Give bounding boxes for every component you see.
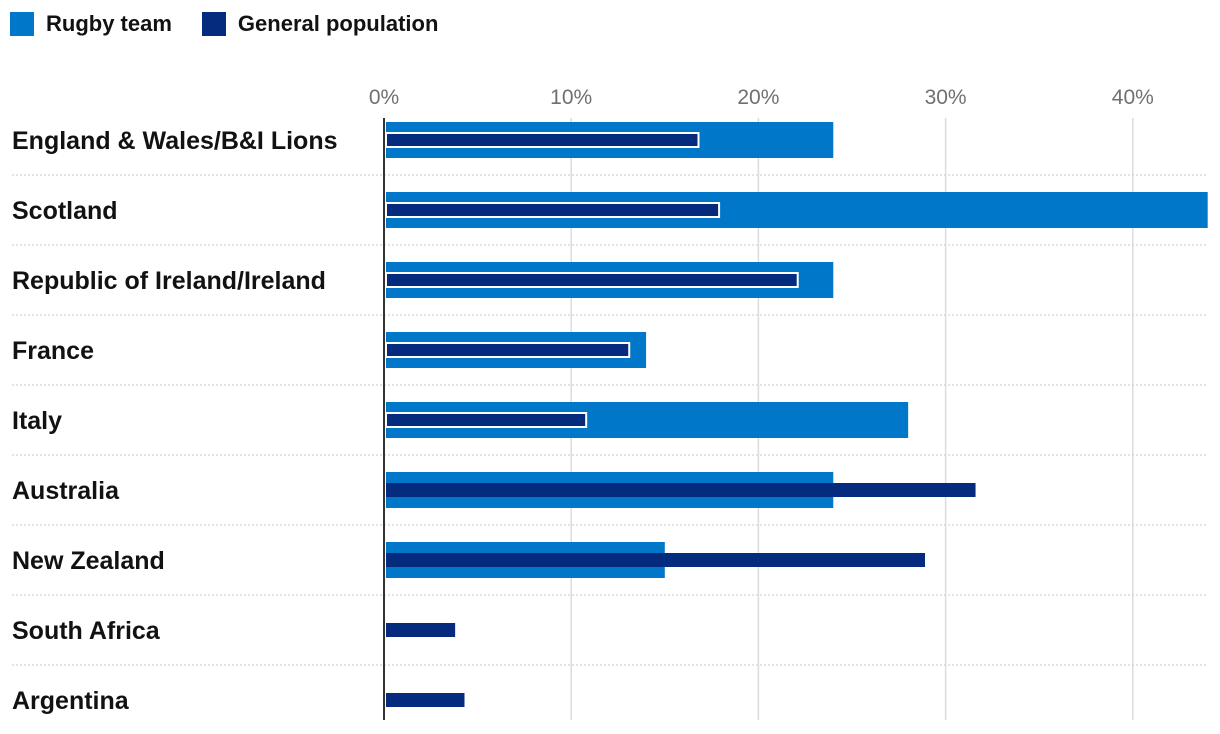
- tick-label-10: 10%: [550, 86, 592, 109]
- legend-item-general-population: General population: [201, 11, 439, 37]
- category-label-south-africa: South Africa: [12, 617, 161, 645]
- bar-general-population-australia: [386, 483, 976, 497]
- legend-swatch-rugby-team: [10, 12, 34, 36]
- bar-general-population-south-africa: [386, 623, 456, 637]
- bar-general-population-france: [385, 342, 631, 358]
- category-label-australia: Australia: [12, 477, 120, 505]
- category-label-england-wales-b-i-lions: England & Wales/B&I Lions: [12, 127, 338, 155]
- tick-label-40: 40%: [1112, 86, 1154, 109]
- category-label-republic-of-ireland-ireland: Republic of Ireland/Ireland: [12, 267, 326, 295]
- legend-label-rugby-team: Rugby team: [46, 11, 172, 36]
- legend-item-rugby-team: Rugby team: [10, 11, 172, 37]
- category-label-argentina: Argentina: [12, 687, 130, 715]
- bar-general-population-italy: [385, 412, 588, 428]
- tick-label-0: 0%: [369, 86, 399, 109]
- bar-general-population-argentina: [386, 693, 465, 707]
- tick-label-30: 30%: [925, 86, 967, 109]
- legend: Rugby team General population: [10, 10, 468, 38]
- bar-general-population-new-zealand: [386, 553, 926, 567]
- category-label-france: France: [12, 337, 94, 365]
- category-label-new-zealand: New Zealand: [12, 547, 165, 575]
- category-label-scotland: Scotland: [12, 197, 118, 225]
- bar-general-population-scotland: [385, 202, 721, 218]
- bar-general-population-republic-of-ireland-ireland: [385, 272, 799, 288]
- legend-swatch-general-population: [201, 12, 226, 36]
- legend-label-general-population: General population: [237, 11, 439, 36]
- tick-label-20: 20%: [737, 86, 779, 109]
- bar-general-population-england-wales-b-i-lions: [385, 132, 700, 148]
- category-label-italy: Italy: [12, 407, 62, 435]
